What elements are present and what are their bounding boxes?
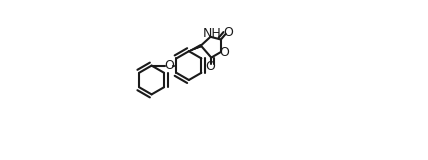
Text: NH: NH <box>202 27 221 40</box>
Text: O: O <box>223 26 233 39</box>
Text: O: O <box>205 60 215 73</box>
Text: O: O <box>165 59 175 72</box>
Polygon shape <box>189 45 201 51</box>
Text: O: O <box>219 45 229 59</box>
